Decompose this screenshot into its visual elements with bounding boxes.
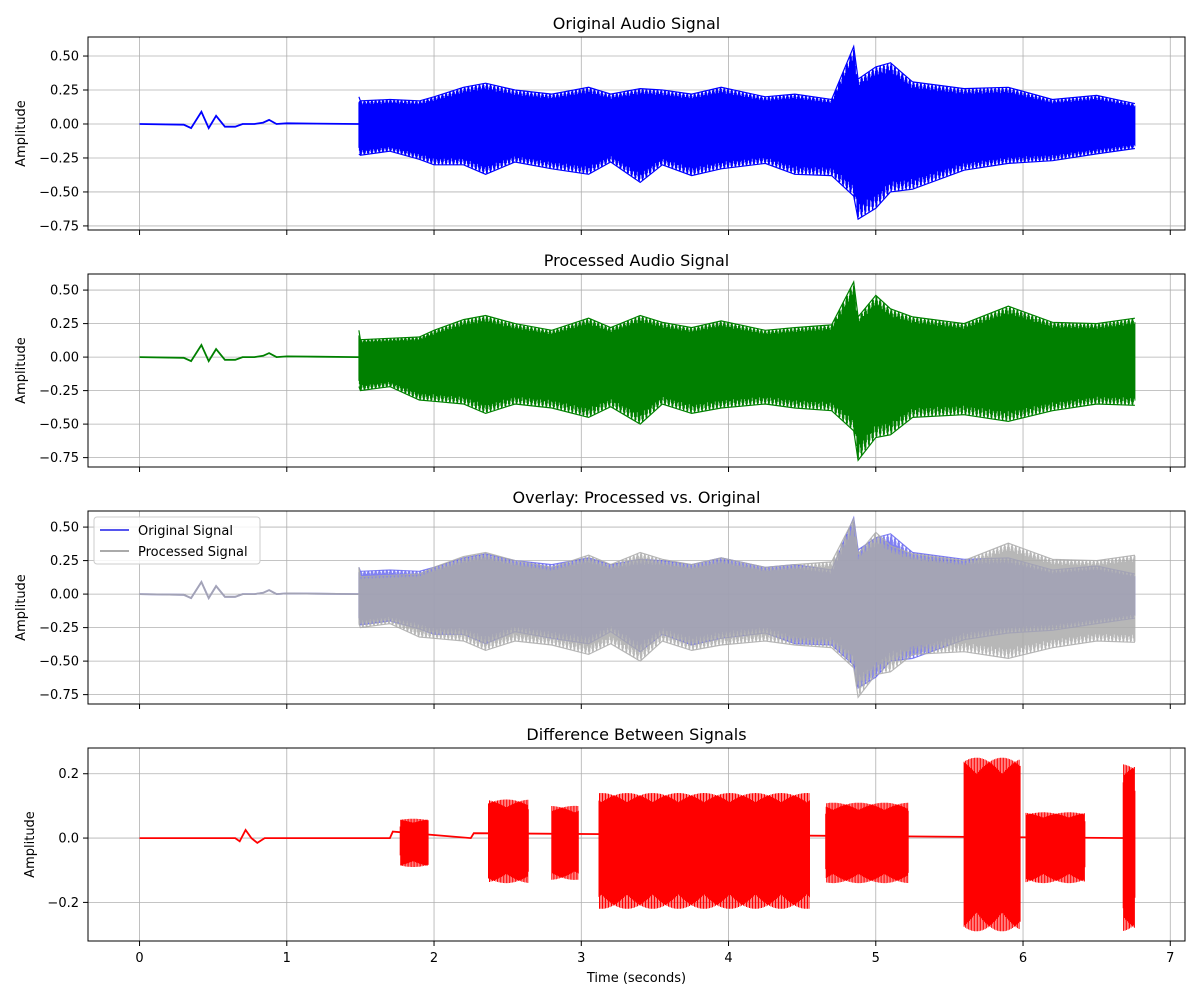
waveform-intro-line [139,580,359,601]
difference-burst [399,818,429,867]
subplot-title: Overlay: Processed vs. Original [513,488,761,507]
y-tick-label: 0.50 [50,521,79,536]
waveform-envelope-top [358,280,1135,341]
waveform-dense [358,521,1136,695]
legend: Original Signal Processed Signal [93,516,261,565]
x-tick-label: 7 [1166,951,1174,966]
difference-baseline [139,828,1135,845]
series-1 [139,280,1136,462]
waveform-envelope-bottom [358,147,1135,221]
y-axis-label: Amplitude [14,574,29,641]
subplot-title: Difference Between Signals [526,725,746,744]
y-axis-label: Amplitude [14,100,29,167]
subplot-title: Original Audio Signal [553,14,720,33]
difference-burst [598,793,810,909]
y-axis-label: Amplitude [14,337,29,404]
plot-area [139,44,1136,221]
x-tick-label: 1 [283,951,291,966]
y-tick-label: 0.0 [58,832,79,847]
axes-frame [87,510,1186,705]
y-tick-label: −0.50 [39,655,79,670]
waveform-dense [358,48,1136,219]
waveform-intro-line [139,580,359,601]
difference-burst [1122,764,1136,931]
series-1 [139,44,1136,221]
y-tick-label: 0.25 [50,84,79,99]
y-tick-label: −0.25 [39,621,79,636]
axes-frame [87,747,1186,942]
subplot-2: 0.50 0.25 0.00 −0.25 −0.50 −0.75 Processed Aud… [14,251,1186,472]
series-1 [139,757,1136,932]
y-tick-label: −0.2 [47,896,79,911]
legend-label: Original Signal [138,524,233,539]
y-tick-label: −0.50 [39,185,79,200]
waveform-intro-line [139,343,359,364]
difference-burst [825,802,909,884]
axes-frame [87,273,1186,468]
waveform-dense [358,284,1136,460]
y-tick-label: −0.75 [39,451,79,466]
waveform-intro-line [139,109,359,131]
difference-burst [963,757,1021,932]
y-tick-label: −0.25 [39,151,79,166]
waveform-envelope-top [358,517,1135,578]
y-tick-label: −0.25 [39,384,79,399]
y-tick-label: −0.50 [39,418,79,433]
y-tick-label: 0.2 [58,767,79,782]
plot-area [139,757,1136,932]
x-tick-label: 0 [135,951,143,966]
x-tick-label: 6 [1019,951,1027,966]
legend-label: Processed Signal [138,545,248,560]
legend-box [93,516,261,565]
difference-burst [551,805,579,880]
y-tick-label: −0.75 [39,688,79,703]
x-tick-label: 4 [724,951,732,966]
subplot-4: 0.2 0.0 −0.2 0 1 2 3 4 5 6 7 Difference Between Sig… [23,725,1186,986]
waveform-envelope-bottom [358,622,1135,699]
difference-burst [488,799,529,884]
y-tick-label: 0.50 [50,50,79,65]
subplot-title: Processed Audio Signal [544,251,730,270]
y-tick-label: −0.75 [39,219,79,234]
y-tick-label: 0.00 [50,588,79,603]
plot-area [139,515,1136,699]
difference-burst [1025,812,1086,884]
plot-area [139,280,1136,462]
x-tick-label: 2 [430,951,438,966]
subplot-3: 0.50 0.25 0.00 −0.25 −0.50 −0.75 Overlay: Proc… [14,488,1186,709]
y-tick-label: 0.00 [50,117,79,132]
x-axis-label: Time (seconds) [586,971,686,986]
waveform-envelope-top [358,44,1136,105]
subplot-1: 0.50 0.25 0.00 −0.25 −0.50 −0.75 Original Audi… [14,14,1186,235]
x-tick-label: 3 [577,951,585,966]
y-axis-label: Amplitude [23,811,38,878]
y-tick-label: 0.50 [50,284,79,299]
x-tick-label: 5 [872,951,880,966]
waveform-envelope-bottom [358,385,1135,462]
series-2 [139,517,1136,699]
y-tick-label: 0.25 [50,554,79,569]
y-tick-label: 0.25 [50,317,79,332]
y-tick-label: 0.00 [50,351,79,366]
axes-frame [87,36,1186,231]
